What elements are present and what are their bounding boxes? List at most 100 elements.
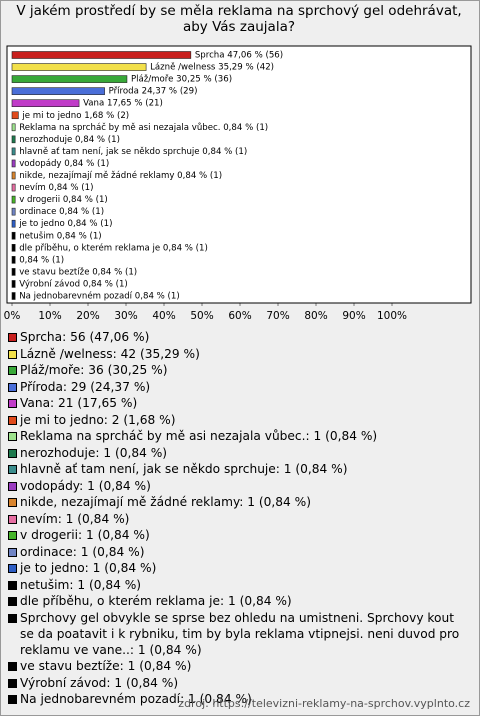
legend-swatch: [8, 531, 17, 540]
legend-swatch: [8, 382, 17, 392]
bar-label: Výrobní závod 0,84 % (1): [19, 279, 128, 289]
legend-label: dle příběhu, o kterém reklama je: 1 (0,8…: [20, 594, 292, 608]
bar: [11, 207, 16, 216]
bar-label: hlavně ať tam není, jak se někdo sprchuj…: [19, 146, 247, 157]
legend-item: ordinace: 1 (0,84 %): [8, 544, 470, 560]
legend-swatch: [8, 564, 17, 573]
chart-title: V jakém prostředí by se měla reklama na …: [16, 3, 462, 35]
x-tick-label: 80%: [304, 310, 327, 322]
legend-swatch: [8, 695, 17, 704]
bar-label: v drogerii 0,84 % (1): [19, 195, 108, 205]
bar: [11, 63, 147, 71]
legend-swatch: [8, 349, 17, 359]
x-tick-label: 0%: [4, 310, 21, 322]
bar: [11, 159, 16, 168]
legend-label: Pláž/moře: 36 (30,25 %): [20, 363, 168, 377]
legend-swatch: [8, 448, 17, 458]
legend-swatch: [8, 597, 17, 606]
legend-item: Na jednobarevném pozadí: 1 (0,84 %): [8, 691, 470, 707]
bar: [11, 111, 19, 120]
legend-item: Sprchovy gel obvykle se sprse bez ohledu…: [8, 610, 470, 658]
legend-item: Lázně /welness: 42 (35,29 %): [8, 346, 470, 362]
bar: [11, 99, 80, 107]
bar: [11, 268, 16, 276]
legend-label: Vana: 21 (17,65 %): [20, 396, 138, 410]
legend-swatch: [8, 514, 17, 524]
legend-item: je to jedno: 1 (0,84 %): [8, 560, 470, 576]
bar: [11, 75, 128, 83]
legend-label: nerozhoduje: 1 (0,84 %): [20, 445, 168, 460]
bar-label: nikde, nezajímají mě žádné reklamy 0,84 …: [19, 170, 222, 181]
legend-label: nikde, nezajímají mě žádné reklamy: 1 (0…: [20, 495, 311, 509]
bar-label: vodopády 0,84 % (1): [19, 159, 109, 169]
legend-item: ve stavu beztíže: 1 (0,84 %): [8, 658, 470, 674]
bar-label: je to jedno 0,84 % (1): [18, 219, 112, 229]
legend-swatch: [8, 432, 17, 441]
legend-label: ordinace: 1 (0,84 %): [20, 544, 145, 559]
x-tick-label: 60%: [228, 310, 251, 322]
bar-label: dle příběhu, o kterém reklama je 0,84 % …: [19, 242, 208, 253]
legend-item: nikde, nezajímají mě žádné reklamy: 1 (0…: [8, 494, 470, 510]
bar: [11, 231, 16, 240]
bar-label: Reklama na sprcháč by mě asi nezajala vů…: [19, 122, 268, 133]
bar: [11, 147, 16, 156]
legend-swatch: [8, 415, 17, 425]
source: zdroj: https://televizni-reklamy-na-sprc…: [178, 697, 470, 710]
bar-label: nevím 0,84 % (1): [19, 183, 93, 193]
legend-item: Sprcha: 56 (47,06 %): [8, 329, 470, 345]
bar-label: 0,84 % (1): [19, 255, 64, 265]
legend-swatch: [8, 498, 17, 507]
legend-label: Lázně /welness: 42 (35,29 %): [20, 346, 200, 361]
legend-label: vodopády: 1 (0,84 %): [20, 478, 151, 493]
x-tick-label: 70%: [266, 310, 289, 322]
legend: Sprcha: 56 (47,06 %) Lázně /welness: 42 (…: [8, 329, 470, 708]
bar: [11, 171, 16, 180]
bar-label: Lázně /welness 35,29 % (42): [150, 62, 274, 73]
x-tick-label: 10%: [38, 310, 61, 322]
legend-swatch: [8, 333, 17, 342]
x-tick-label: 100%: [377, 310, 407, 322]
legend-item: dle příběhu, o kterém reklama je: 1 (0,8…: [8, 593, 470, 609]
legend-label: Reklama na sprcháč by mě asi nezajala vů…: [20, 429, 378, 443]
legend-swatch: [8, 399, 17, 408]
bar: [11, 87, 105, 95]
legend-label: je mi to jedno: 2 (1,68 %): [20, 412, 176, 427]
bar-label: Příroda 24,37 % (29): [109, 87, 198, 97]
x-tick-label: 90%: [342, 310, 365, 322]
bar: [11, 183, 16, 192]
legend-label: netušim: 1 (0,84 %): [20, 577, 142, 592]
bar: [11, 244, 16, 252]
legend-label: je to jedno: 1 (0,84 %): [20, 561, 157, 575]
bar: [11, 135, 16, 144]
legend-label: Sprchovy gel obvykle se sprse bez ohledu…: [20, 610, 460, 657]
bar-label: Sprcha 47,06 % (56): [195, 51, 283, 61]
bar-label: Na jednobarevném pozadí 0,84 % (1): [19, 291, 180, 302]
legend-item: nerozhoduje: 1 (0,84 %): [8, 445, 470, 461]
bar: [11, 256, 16, 264]
bar-label: ve stavu beztíže 0,84 % (1): [19, 267, 137, 277]
legend-label: nevím: 1 (0,84 %): [20, 511, 130, 526]
x-tick-label: 40%: [152, 310, 175, 322]
legend-label: Sprcha: 56 (47,06 %): [20, 330, 150, 344]
bar-label: nerozhoduje 0,84 % (1): [19, 135, 120, 145]
legend-item: v drogerii: 1 (0,84 %): [8, 527, 470, 543]
bar: [11, 51, 192, 59]
legend-item: vodopády: 1 (0,84 %): [8, 478, 470, 494]
legend-item: nevím: 1 (0,84 %): [8, 511, 470, 527]
legend-item: netušim: 1 (0,84 %): [8, 577, 470, 593]
bar: [11, 195, 16, 204]
legend-item: Výrobní závod: 1 (0,84 %): [8, 675, 470, 691]
x-tick-label: 30%: [114, 310, 137, 322]
legend-swatch: [8, 481, 17, 491]
bar: [11, 219, 16, 228]
x-tick-label: 50%: [190, 310, 213, 322]
legend-item: Příroda: 29 (24,37 %): [8, 379, 470, 395]
bar: [11, 123, 16, 132]
legend-item: Pláž/moře: 36 (30,25 %): [8, 362, 470, 378]
legend-swatch: [8, 580, 17, 590]
x-tick-label: 20%: [76, 310, 99, 322]
bar: [11, 292, 16, 300]
bar-label: netušim 0,84 % (1): [19, 230, 101, 241]
